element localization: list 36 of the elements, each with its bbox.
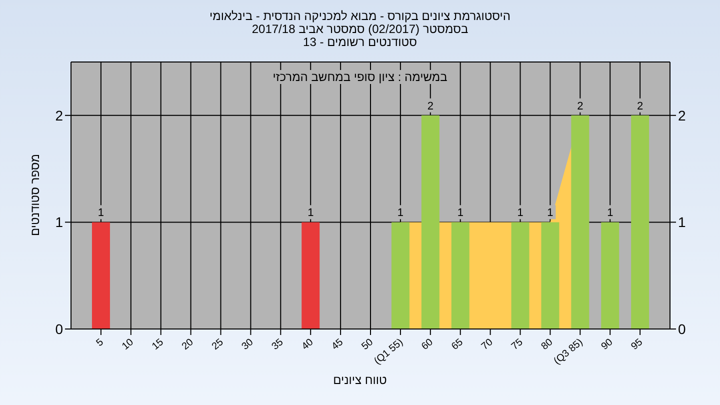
data-label: 1 bbox=[397, 207, 404, 220]
data-label: 1 bbox=[98, 207, 104, 220]
x-tick-label: 15 bbox=[150, 336, 166, 352]
data-label: 1 bbox=[607, 207, 614, 220]
x-tick-label: 25 bbox=[210, 336, 226, 352]
x-tick-label: 65 bbox=[450, 336, 466, 352]
data-label: 1 bbox=[517, 207, 524, 220]
x-tick-label: 20 bbox=[180, 336, 196, 352]
x-tick-label: 75 bbox=[510, 336, 526, 352]
y-tick-label: 2 bbox=[55, 107, 64, 124]
y-tick-label: 0 bbox=[55, 320, 64, 337]
x-tick-label: 90 bbox=[599, 336, 616, 352]
x-tick-label: 60 bbox=[420, 336, 436, 352]
x-tick-label: 35 bbox=[270, 336, 286, 352]
x-tick-label: 70 bbox=[480, 336, 496, 352]
data-label: 1 bbox=[457, 207, 464, 220]
y-tick-label: 1 bbox=[55, 214, 64, 230]
x-tick-label: 45 bbox=[330, 336, 346, 352]
data-label: 2 bbox=[637, 100, 644, 112]
annotation: במשימה : ציון סופי במחשב המרכזי bbox=[270, 70, 450, 84]
data-label: 2 bbox=[577, 100, 584, 112]
y-axis-title: מספר סטודנטים bbox=[28, 154, 42, 236]
y2-tick-label: 0 bbox=[678, 320, 686, 337]
chart-subtitle: בסמסטר (02/2017) סמסטר אביב 2017/18 סטודנטים רשומים - 13 bbox=[250, 22, 470, 49]
x-tick-label: 10 bbox=[120, 336, 136, 352]
data-label: 1 bbox=[547, 207, 554, 220]
x-axis-title: טווח ציונים bbox=[332, 373, 388, 387]
data-label: 2 bbox=[427, 100, 434, 112]
chart-title: היסטוגרמת ציונים בקורס - מבוא למכניקה הנדסית - בינלאומי bbox=[208, 9, 512, 23]
y2-tick-label: 2 bbox=[678, 107, 686, 124]
data-label: 1 bbox=[308, 207, 314, 220]
y2-tick-label: 1 bbox=[678, 214, 686, 230]
x-tick-label: 5 bbox=[94, 336, 106, 349]
x-tick-label: 40 bbox=[300, 336, 316, 352]
x-tick-label: 95 bbox=[629, 336, 646, 352]
x-tick-label: 30 bbox=[240, 336, 256, 352]
